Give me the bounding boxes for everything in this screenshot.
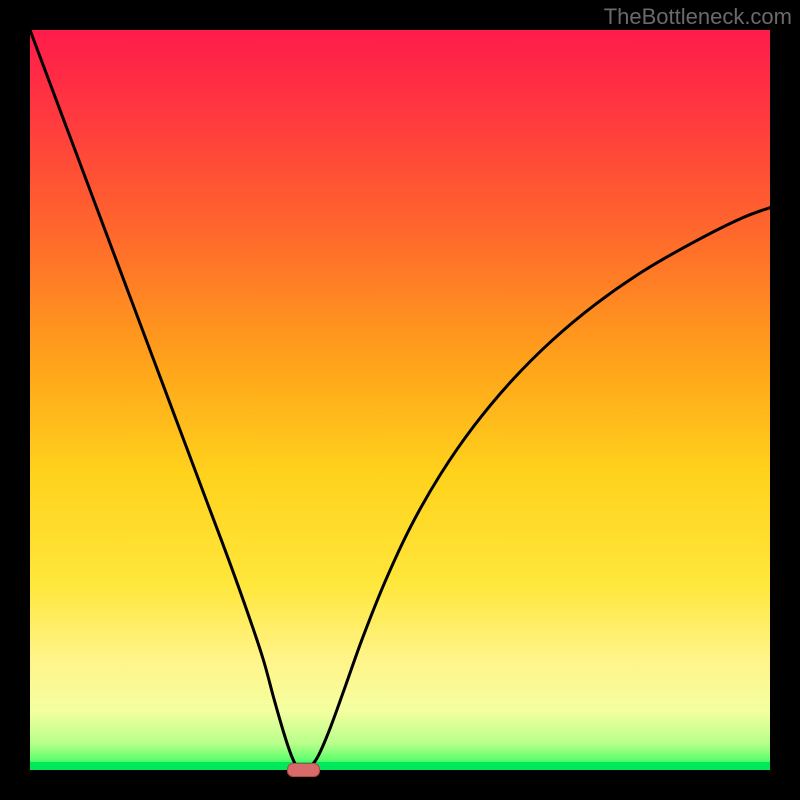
minimum-marker	[287, 763, 320, 776]
curve-svg	[30, 30, 770, 770]
watermark-text: TheBottleneck.com	[604, 4, 792, 30]
curve-left-branch	[30, 30, 296, 766]
curve-right-branch	[311, 208, 770, 767]
plot-area	[30, 30, 770, 770]
